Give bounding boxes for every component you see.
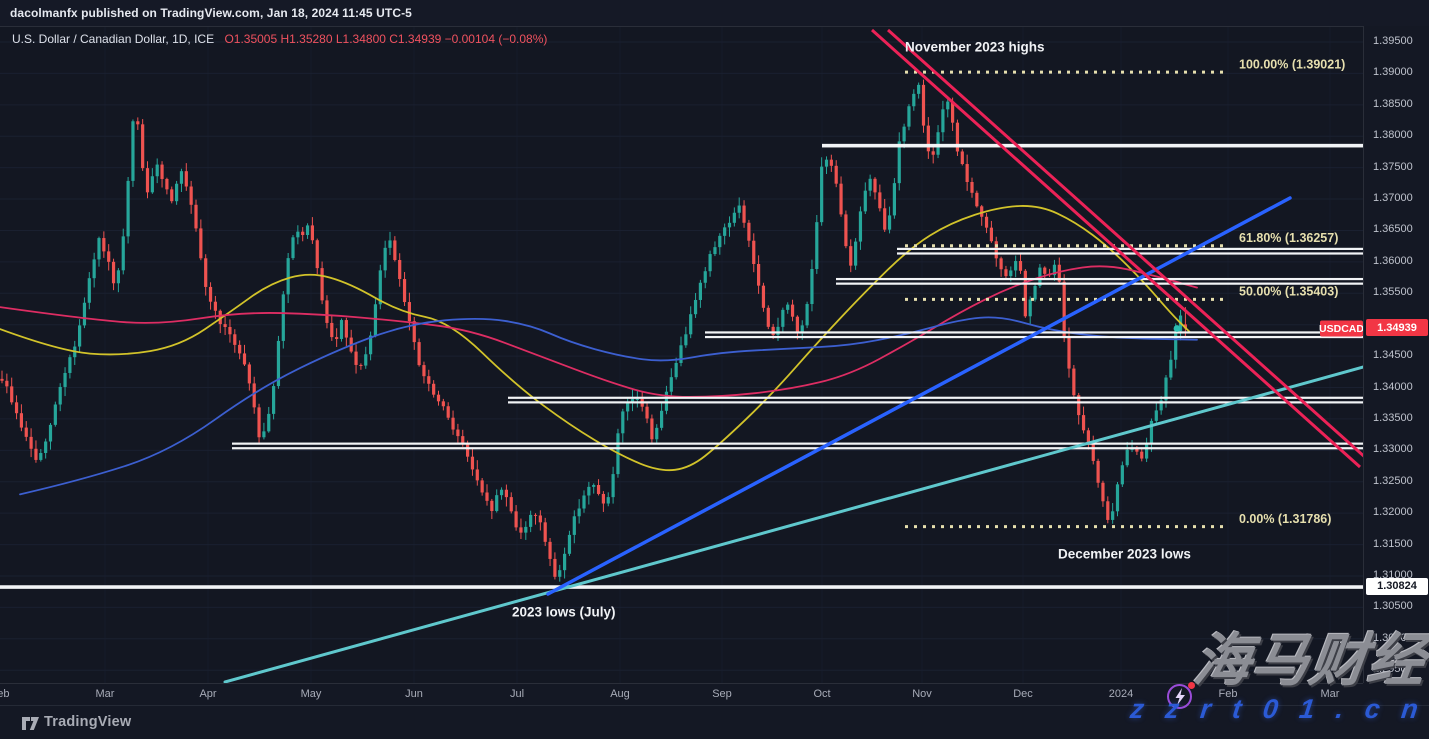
time-tick-sep: Sep xyxy=(712,688,732,700)
time-tick-dec: Dec xyxy=(1013,688,1033,700)
price-tick: 1.37500 xyxy=(1373,160,1413,173)
price-axis[interactable]: 1.29500 1.30000 1.30500 1.31000 1.31500 1.320… xyxy=(1363,26,1429,683)
price-tick: 1.31500 xyxy=(1373,537,1413,550)
ohlc-values: O1.35005 H1.35280 L1.34800 C1.34939 −0.0… xyxy=(224,32,548,46)
annotations-layer: November 2023 highs December 2023 lows 202… xyxy=(512,40,1191,620)
symbol-legend[interactable]: U.S. Dollar / Canadian Dollar, 1D, ICE O… xyxy=(12,32,547,46)
price-tick: 1.38000 xyxy=(1373,129,1413,142)
svg-text:December 2023 lows: December 2023 lows xyxy=(1058,547,1191,562)
time-tick-jul: Jul xyxy=(509,688,525,700)
chart-pane: 100.00% (1.39021) 61.80% (1.36257) 50.00% … xyxy=(0,26,1363,709)
publisher-bar: dacolmanfx published on TradingView.com,… xyxy=(0,0,1429,26)
time-tick-2024: 2024 xyxy=(1108,688,1134,700)
ascending-support-cyan xyxy=(223,365,1363,683)
price-tick: 1.38500 xyxy=(1373,97,1413,110)
bottom-bar: TradingView xyxy=(0,705,1429,739)
price-tick: 1.32000 xyxy=(1373,506,1413,519)
price-tick: 1.39000 xyxy=(1373,66,1413,79)
time-tick-nov: Nov xyxy=(912,688,932,700)
publisher-line: dacolmanfx published on TradingView.com,… xyxy=(10,6,412,20)
descending-channel xyxy=(870,28,1363,469)
svg-text:100.00% (1.39021): 100.00% (1.39021) xyxy=(1239,57,1345,71)
price-tick: 1.32500 xyxy=(1373,474,1413,487)
price-tick: 1.37000 xyxy=(1373,192,1413,205)
svg-text:USDCAD: USDCAD xyxy=(1319,323,1363,335)
price-tick: 1.30000 xyxy=(1373,631,1413,644)
price-tick: 1.34500 xyxy=(1373,349,1413,362)
time-tick-may: May xyxy=(300,688,322,700)
tradingview-brand-text[interactable]: TradingView xyxy=(44,714,132,730)
time-tick-mar: Mar xyxy=(95,688,115,700)
svg-text:November 2023 highs: November 2023 highs xyxy=(905,40,1045,55)
price-tick: 1.39500 xyxy=(1373,35,1413,47)
time-tick-jun: Jun xyxy=(405,688,423,700)
lightning-bolt-icon xyxy=(1175,688,1185,706)
symbol-title: U.S. Dollar / Canadian Dollar, 1D, ICE xyxy=(12,32,215,46)
time-tick-aug: Aug xyxy=(610,688,630,700)
price-tick: 1.29500 xyxy=(1373,663,1413,676)
key-levels-layer xyxy=(0,143,1363,589)
current-price-label: 1.34939 xyxy=(1366,319,1428,337)
time-tick-feb: Feb xyxy=(0,688,10,700)
time-tick-mar: Mar xyxy=(1320,688,1340,700)
time-tick-oct: Oct xyxy=(813,688,831,700)
price-tag-layer: USDCAD xyxy=(1173,320,1363,337)
svg-text:61.80% (1.36257): 61.80% (1.36257) xyxy=(1239,231,1338,245)
tradingview-logo-icon xyxy=(22,717,39,730)
level-price-label: 1.30824 xyxy=(1366,577,1428,595)
price-tick: 1.30500 xyxy=(1373,600,1413,613)
price-tick: 1.33000 xyxy=(1373,443,1413,456)
price-tick: 1.35500 xyxy=(1373,286,1413,299)
svg-text:0.00% (1.31786): 0.00% (1.31786) xyxy=(1239,512,1331,526)
svg-text:50.00% (1.35403): 50.00% (1.35403) xyxy=(1239,285,1338,299)
notification-dot xyxy=(1188,682,1195,689)
time-axis[interactable]: Feb Mar Apr May Jun Jul Aug Sep Oct Nov Dec 2024 Feb… xyxy=(0,683,1363,705)
svg-text:2023 lows (July): 2023 lows (July) xyxy=(512,605,616,620)
time-tick-feb: Feb xyxy=(1218,688,1238,700)
grid-layer xyxy=(0,27,1363,683)
price-chart-canvas[interactable]: 100.00% (1.39021) 61.80% (1.36257) 50.00% … xyxy=(0,27,1363,683)
price-tick: 1.34000 xyxy=(1373,380,1413,393)
candles-layer xyxy=(0,79,1187,582)
price-tick: 1.33500 xyxy=(1373,411,1413,424)
time-tick-apr: Apr xyxy=(199,688,217,700)
ascending-support-blue xyxy=(546,196,1292,596)
flash-icon[interactable] xyxy=(1166,682,1196,712)
sma-slow-blue xyxy=(19,316,1198,496)
price-tick: 1.36000 xyxy=(1373,254,1413,267)
flash-icon-ring xyxy=(1167,684,1192,709)
price-tick: 1.36500 xyxy=(1373,223,1413,236)
fib-retracement-layer: 100.00% (1.39021) 61.80% (1.36257) 50.00% … xyxy=(905,57,1345,529)
sma-fast-yellow xyxy=(0,205,1191,472)
